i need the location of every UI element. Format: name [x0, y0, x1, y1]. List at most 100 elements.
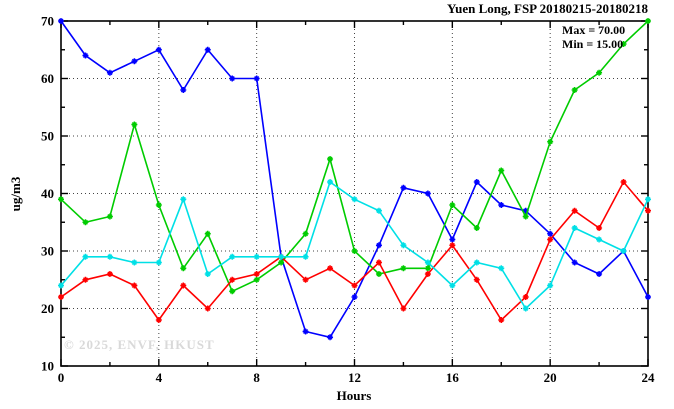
marker-cyan: [180, 196, 187, 203]
marker-blue: [302, 328, 309, 335]
marker-red: [131, 282, 138, 289]
marker-blue: [155, 46, 162, 53]
marker-blue: [400, 184, 407, 191]
marker-cyan: [449, 282, 456, 289]
x-tick-label: 16: [446, 370, 460, 385]
marker-cyan: [229, 253, 236, 260]
watermark: © 2025, ENVF, HKUST: [64, 337, 215, 352]
marker-green: [278, 259, 285, 266]
marker-red: [327, 265, 334, 272]
marker-green: [473, 225, 480, 231]
marker-green: [253, 276, 260, 283]
marker-green: [327, 156, 334, 162]
x-tick-label: 0: [58, 370, 65, 385]
marker-blue: [424, 190, 431, 197]
marker-red: [204, 305, 211, 312]
y-tick-label: 60: [41, 71, 54, 86]
y-tick-label: 70: [41, 14, 54, 29]
marker-cyan: [82, 253, 89, 260]
x-tick-label: 12: [348, 370, 361, 385]
marker-red: [473, 276, 480, 283]
marker-red: [645, 207, 651, 214]
marker-green: [620, 41, 627, 47]
marker-green: [58, 196, 64, 203]
x-tick-label: 24: [642, 370, 656, 385]
marker-green: [204, 230, 211, 237]
marker-green: [375, 271, 382, 277]
marker-cyan: [522, 305, 529, 312]
marker-green: [351, 248, 358, 254]
marker-blue: [351, 294, 358, 300]
marker-cyan: [302, 253, 309, 260]
x-tick-label: 20: [544, 370, 557, 385]
marker-cyan: [375, 207, 382, 214]
marker-green: [229, 288, 236, 295]
marker-cyan: [473, 259, 480, 266]
marker-blue: [596, 271, 603, 277]
marker-blue: [327, 334, 334, 341]
marker-cyan: [424, 259, 431, 266]
marker-blue: [58, 18, 64, 24]
marker-green: [645, 18, 651, 24]
marker-green: [180, 265, 187, 272]
marker-cyan: [645, 196, 651, 203]
marker-green: [131, 121, 138, 128]
marker-cyan: [400, 242, 407, 249]
marker-red: [449, 242, 456, 249]
marker-green: [449, 202, 456, 208]
marker-green: [302, 230, 309, 237]
marker-green: [82, 219, 89, 226]
marker-red: [106, 271, 113, 277]
x-tick-label: 8: [253, 370, 260, 385]
chart-title: Yuen Long, FSP 20180215-20180218: [446, 1, 648, 16]
marker-green: [547, 138, 554, 145]
marker-red: [375, 259, 382, 266]
marker-cyan: [351, 196, 358, 203]
marker-cyan: [596, 236, 603, 243]
marker-red: [620, 179, 627, 185]
marker-blue: [498, 202, 505, 208]
marker-blue: [131, 58, 138, 65]
marker-cyan: [58, 282, 64, 289]
marker-red: [571, 207, 578, 214]
marker-blue: [547, 230, 554, 237]
marker-red: [547, 236, 554, 243]
marker-cyan: [155, 259, 162, 266]
marker-cyan: [204, 271, 211, 277]
marker-blue: [375, 242, 382, 249]
max-annotation: Max = 70.00: [562, 23, 626, 37]
marker-red: [58, 294, 64, 300]
marker-green: [498, 167, 505, 174]
marker-green: [522, 213, 529, 220]
marker-cyan: [278, 253, 285, 260]
marker-blue: [522, 207, 529, 214]
marker-cyan: [620, 248, 627, 254]
marker-blue: [449, 236, 456, 243]
marker-cyan: [131, 259, 138, 266]
marker-blue: [571, 259, 578, 266]
marker-cyan: [106, 253, 113, 260]
marker-red: [302, 276, 309, 283]
marker-green: [400, 265, 407, 272]
plot-frame: [60, 20, 649, 367]
marker-red: [400, 305, 407, 312]
min-annotation: Min = 15.00: [562, 37, 624, 51]
marker-cyan: [327, 179, 334, 185]
marker-green: [155, 202, 162, 208]
marker-red: [253, 271, 260, 277]
marker-red: [180, 282, 187, 289]
marker-red: [229, 276, 236, 283]
marker-cyan: [571, 225, 578, 231]
y-tick-label: 40: [41, 186, 54, 201]
marker-red: [596, 225, 603, 231]
marker-green: [424, 265, 431, 272]
marker-cyan: [547, 282, 554, 289]
marker-blue: [229, 75, 236, 82]
marker-red: [498, 317, 505, 323]
marker-cyan: [498, 265, 505, 272]
marker-blue: [82, 52, 89, 59]
y-tick-label: 10: [41, 359, 54, 374]
marker-red: [351, 282, 358, 289]
